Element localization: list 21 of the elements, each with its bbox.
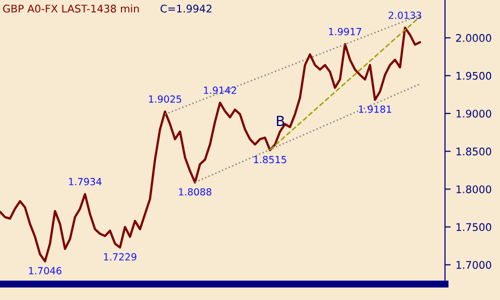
annotation: 1.9181 xyxy=(359,106,392,113)
annotation: 1.8515 xyxy=(254,156,286,164)
y-tick-label: 2.0000 xyxy=(456,34,492,42)
annotation: B xyxy=(276,116,284,126)
chart-subtitle: C=1.9942 xyxy=(160,4,212,13)
annotation: 1.7934 xyxy=(69,178,102,186)
annotation: 1.9917 xyxy=(329,28,362,36)
y-tick-label: 1.9000 xyxy=(456,110,492,118)
annotation: 1.8088 xyxy=(179,188,212,196)
annotation: 1.7046 xyxy=(29,267,62,274)
annotation: 1.9025 xyxy=(149,95,182,103)
y-tick-label: 1.8500 xyxy=(456,148,492,156)
annotation: 1.9142 xyxy=(204,86,236,94)
y-tick-label: 1.9500 xyxy=(456,72,492,80)
annotation: 2.0133 xyxy=(388,12,422,19)
y-tick-label: 1.8000 xyxy=(456,185,492,194)
y-tick-label: 1.7500 xyxy=(456,223,492,232)
y-tick-label: 1.7000 xyxy=(456,260,492,269)
annotation: 1.7229 xyxy=(104,253,136,261)
chart-title: GBP A0-FX LAST-1438 min xyxy=(3,4,139,13)
line-series xyxy=(0,26,422,262)
